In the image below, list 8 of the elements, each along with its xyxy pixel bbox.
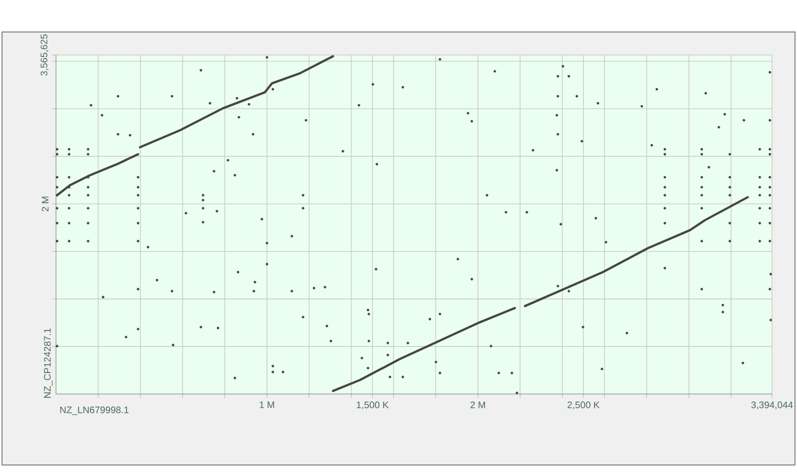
y-axis-title: NZ_CP124287.1 [44,328,52,398]
x-tick-label: 1,500 K [356,402,389,410]
x-axis-title: NZ_LN679998.1 [60,406,128,416]
y-tick-label: 3,565,625 [40,34,48,76]
x-tick-label: 2 M [470,402,486,408]
x-tick-label: 2,500 K [568,402,600,410]
x-tick-label: 1 M [260,402,274,408]
x-tick-label: 3,394,044 [751,402,793,410]
